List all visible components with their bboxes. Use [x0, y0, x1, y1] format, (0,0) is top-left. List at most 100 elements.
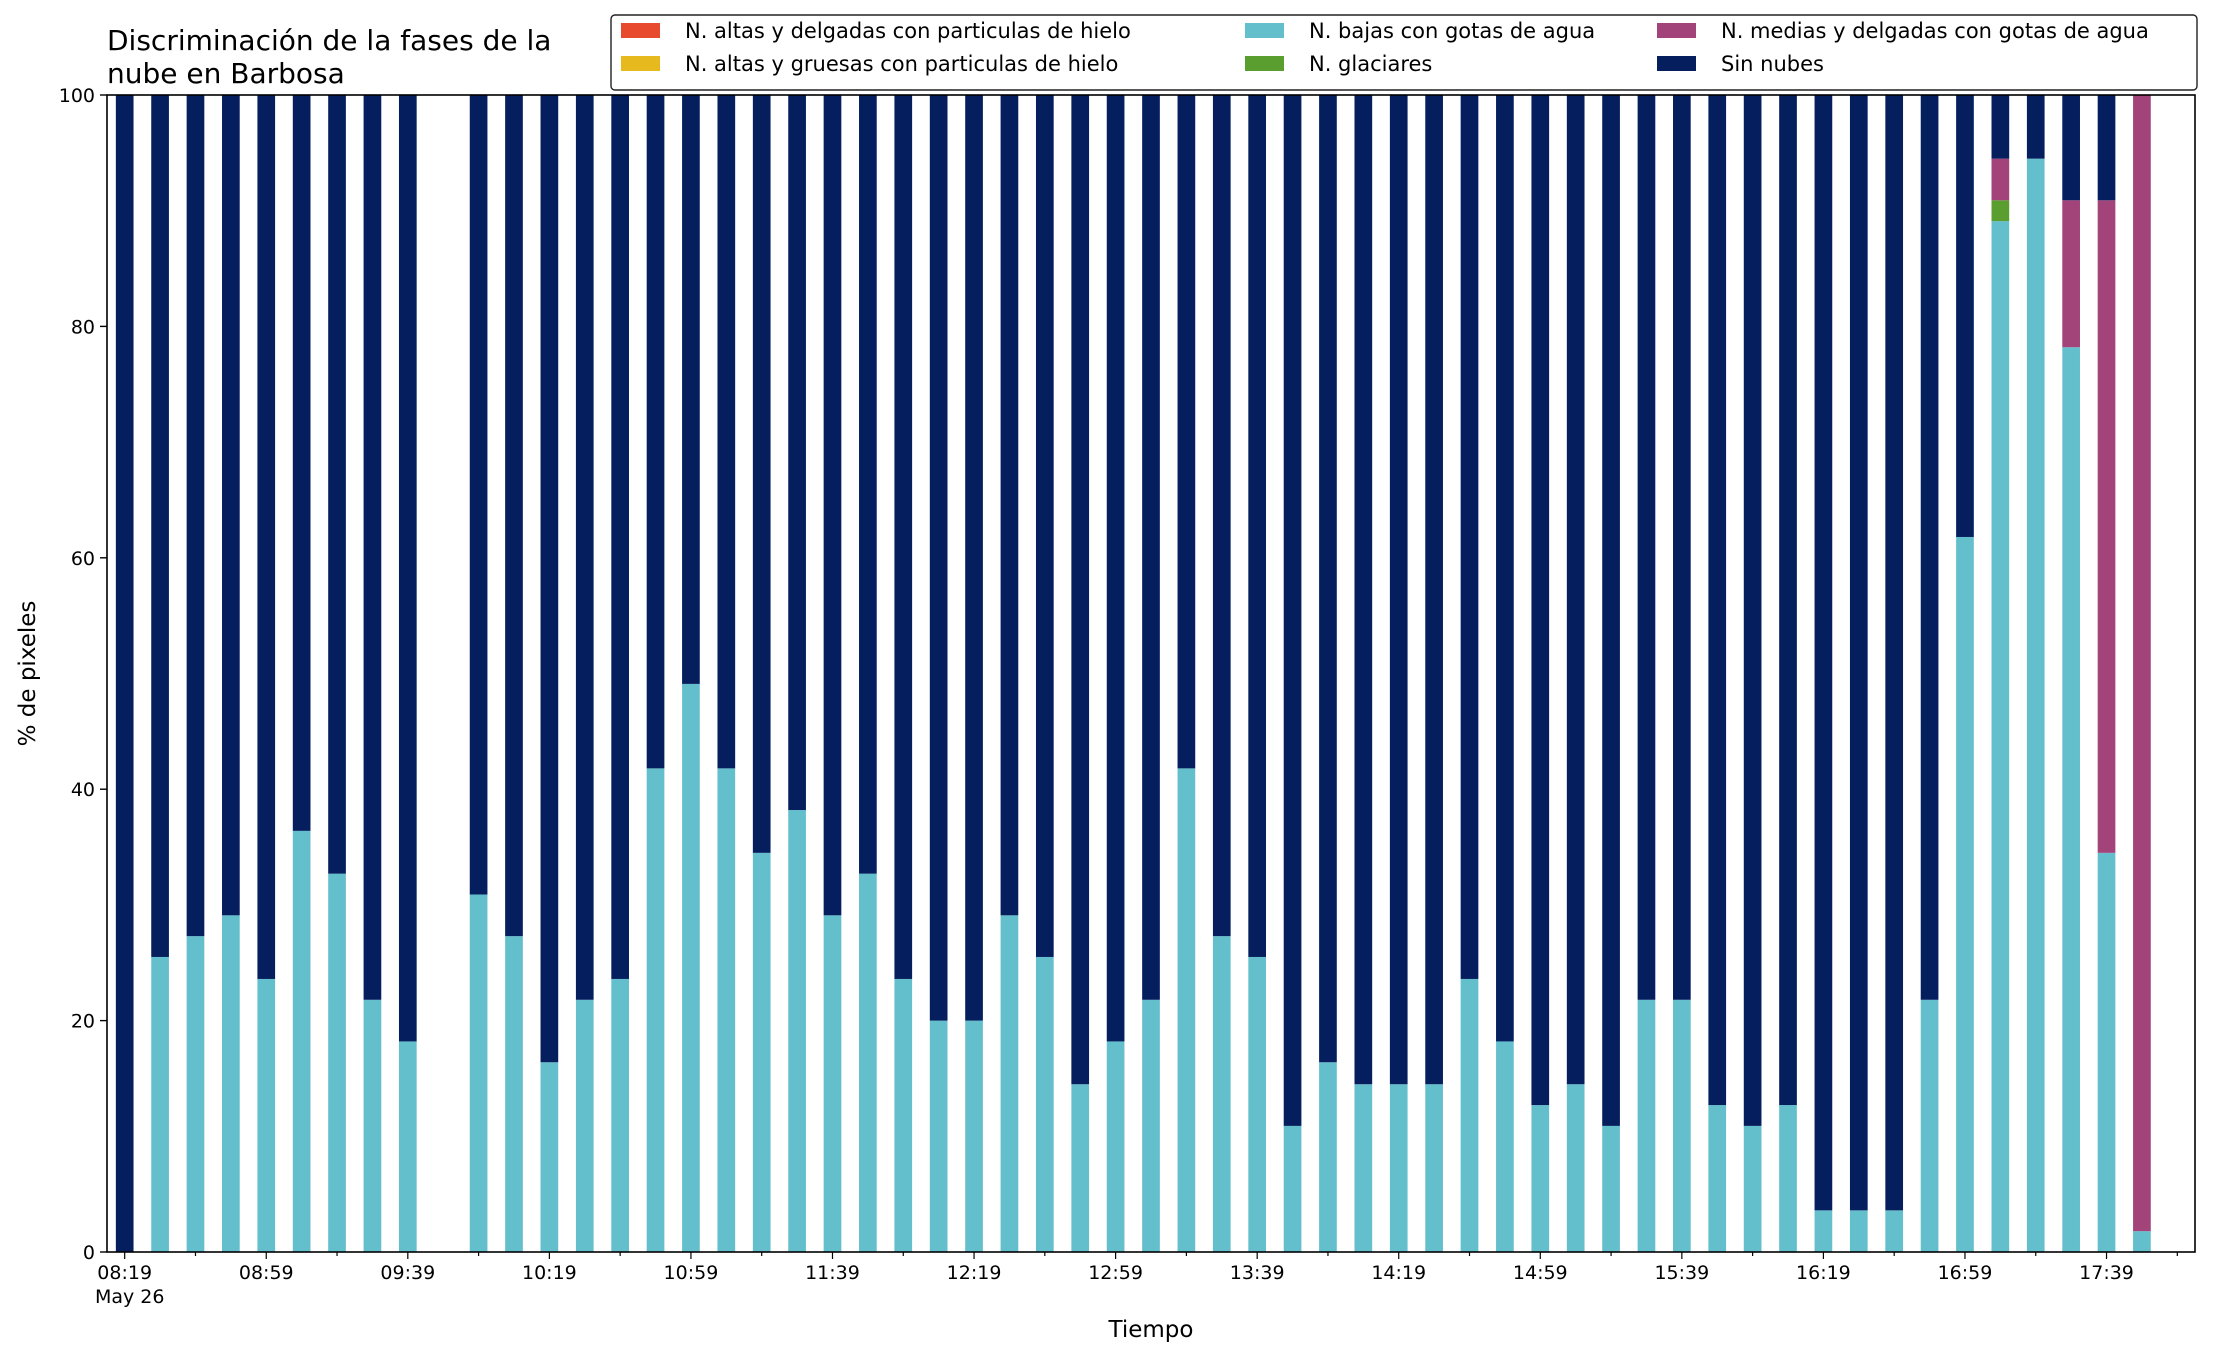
bar-segment [1071, 95, 1090, 1085]
bar-segment [115, 95, 134, 1252]
bar-segment [2133, 1231, 2151, 1252]
bar-segment [1956, 95, 1974, 537]
bar-segment [398, 95, 417, 1042]
bar-segment [1035, 95, 1054, 957]
bar-segment [257, 978, 276, 1252]
x-tick-label: 08:19 [97, 1262, 152, 1284]
bar-segment [1885, 95, 1904, 1211]
bar-segment [894, 978, 913, 1252]
bar-segment [1496, 95, 1514, 1042]
bar-segment [1106, 95, 1125, 1042]
bar-segment [2097, 200, 2116, 853]
x-tick-label: 12:19 [947, 1262, 1002, 1284]
bar-segment [1212, 95, 1231, 937]
bar-segment [682, 683, 700, 1252]
plot-frame [106, 94, 2196, 1253]
bar-segment [611, 95, 629, 979]
bar-segment [1389, 95, 1408, 1085]
legend-label: N. altas y delgadas con particulas de hi… [685, 19, 1131, 43]
bar-segment [894, 95, 913, 979]
legend-swatch [1657, 56, 1696, 71]
bar-segment [1177, 95, 1196, 769]
bar-segment [222, 95, 240, 916]
bar-segment [2097, 95, 2116, 201]
x-tick-label: 10:19 [522, 1262, 577, 1284]
bar-segment [1071, 1084, 1090, 1252]
bar-segment [575, 999, 594, 1252]
bar-segment [1743, 95, 1762, 1126]
bar-segment [1637, 95, 1656, 1000]
legend-swatch [1657, 23, 1696, 38]
bar-segment [2062, 347, 2080, 1253]
bar-segment [717, 768, 736, 1252]
legend-swatch [1245, 56, 1284, 71]
bar-segment [1319, 1062, 1337, 1252]
bar-segment [1425, 1084, 1443, 1252]
y-tick-label: 0 [83, 1242, 95, 1264]
bar-segment [2133, 95, 2151, 1232]
x-tick-label: 16:19 [1796, 1262, 1851, 1284]
chart-title: Discriminación de la fases de la nube en … [107, 24, 551, 90]
bar-segment [2026, 158, 2045, 1252]
legend-label: N. altas y gruesas con particulas de hie… [685, 52, 1118, 76]
y-axis-title: % de pixeles [15, 601, 41, 747]
bar-segment [1814, 1210, 1833, 1252]
legend-swatch [621, 56, 660, 71]
bar-segment [1354, 95, 1373, 1085]
bar-segment [1673, 999, 1691, 1252]
bar-segment [1956, 536, 1974, 1252]
y-tick-label: 20 [71, 1011, 95, 1033]
bar-segment [1212, 936, 1231, 1252]
bar-segment [1991, 200, 2010, 222]
bar-segment [1708, 95, 1727, 1106]
bar-segment [2026, 95, 2045, 159]
legend-swatch [1245, 23, 1284, 38]
bar-segment [1673, 95, 1691, 1000]
legend-label: Sin nubes [1721, 52, 1824, 76]
bar-segment [1991, 221, 2010, 1253]
x-tick-label: 16:59 [1938, 1262, 1993, 1284]
bar-segment [1602, 1125, 1620, 1252]
bar-segment [1248, 956, 1267, 1252]
bar-segment [575, 95, 594, 1000]
x-tick-label: 10:59 [664, 1262, 719, 1284]
bar-segment [646, 95, 665, 769]
bar-segment [788, 810, 806, 1252]
bar-segment [1035, 956, 1054, 1252]
bar-segment [752, 852, 771, 1252]
bar-segment [1531, 95, 1550, 1106]
legend: N. altas y delgadas con particulas de hi… [610, 14, 2198, 91]
x-tick-label: 11:39 [805, 1262, 860, 1284]
bar-segment [1460, 95, 1479, 979]
bar-segment [1814, 95, 1833, 1211]
bar-segment [1531, 1105, 1550, 1252]
bar-segment [505, 936, 523, 1252]
bar-segment [1920, 95, 1939, 1000]
bar-segment [469, 894, 488, 1252]
y-tick-label: 40 [71, 779, 95, 801]
bar-segment [611, 978, 629, 1252]
bar-segment [788, 95, 806, 811]
bar-segment [1779, 95, 1797, 1106]
bar-segment [1708, 1105, 1727, 1252]
bar-segment [2097, 852, 2116, 1252]
bar-segment [1460, 978, 1479, 1252]
chart-title-line: Discriminación de la fases de la [107, 24, 551, 57]
legend-label: N. bajas con gotas de agua [1309, 19, 1595, 43]
bar-segment [222, 915, 240, 1252]
bar-segment [186, 95, 205, 937]
bar-segment [1849, 1210, 1868, 1252]
bar-segment [2062, 200, 2080, 348]
x-tick-label: 14:19 [1371, 1262, 1426, 1284]
x-axis-title: Tiempo [1108, 1317, 1194, 1343]
bar-segment [1425, 95, 1443, 1085]
bar-segment [363, 999, 382, 1252]
bars-layer [115, 95, 2151, 1253]
y-tick-label: 100 [59, 85, 95, 107]
bar-segment [1991, 95, 2010, 159]
bar-segment [752, 95, 771, 853]
bar-segment [1496, 1041, 1514, 1252]
bar-segment [292, 95, 311, 831]
x-tick-label: 08:59 [239, 1262, 294, 1284]
